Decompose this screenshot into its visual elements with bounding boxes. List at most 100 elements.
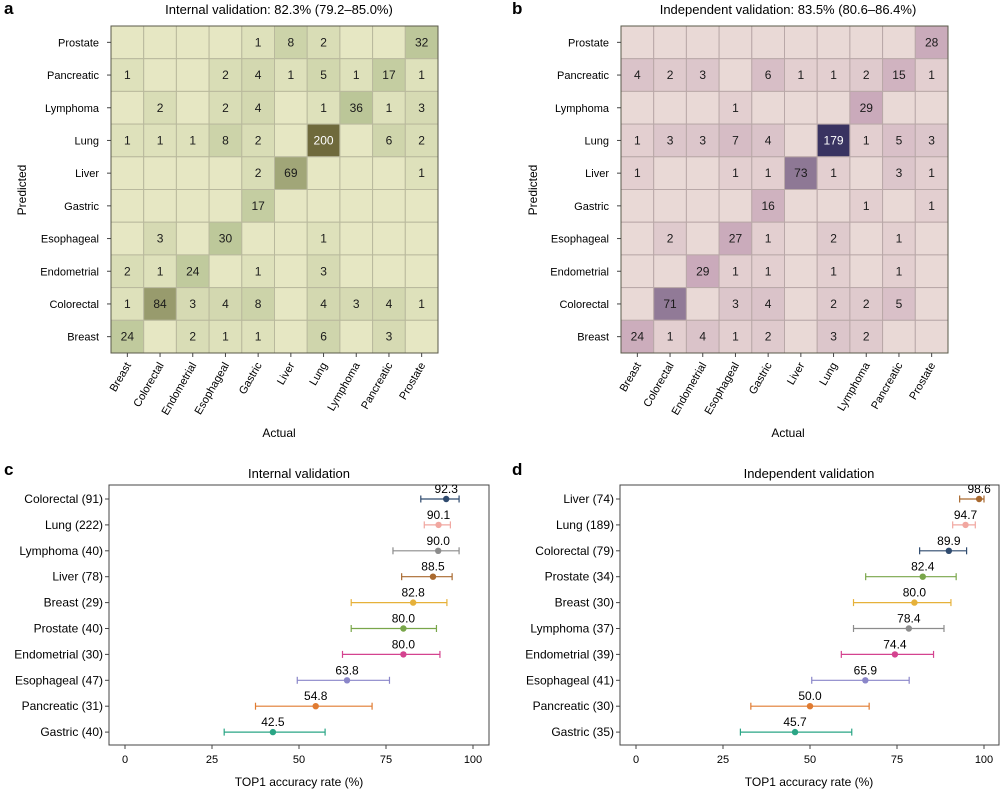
heatmap-cell [241, 189, 276, 223]
heatmap-cell [882, 189, 916, 223]
heatmap-cell-value: 84 [153, 297, 167, 311]
heatmap-cell [849, 189, 884, 223]
heatmap-cell-value: 1 [732, 264, 739, 278]
heatmap-cell-value: 2 [765, 330, 772, 344]
heatmap-cell [718, 25, 753, 60]
heatmap-cell-value: 1 [765, 232, 772, 246]
y-tick-label: Breast [67, 332, 99, 344]
heatmap-cell [914, 287, 949, 321]
confusion-matrix-independent: Independent validation: 83.5% (80.6–86.4… [526, 2, 949, 440]
heatmap-cell [110, 90, 145, 125]
y-tick-label: Endometrial [550, 266, 609, 278]
heatmap-cell-value: 32 [415, 35, 429, 49]
point-estimate [806, 703, 814, 710]
y-tick-label: Prostate [568, 37, 609, 49]
heatmap-cell [274, 123, 308, 158]
heatmap-cell-value: 3 [320, 264, 327, 278]
heatmap-cell [306, 90, 341, 125]
y-tick-label: Colorectal [49, 299, 99, 311]
x-tick-label: Lung [308, 361, 331, 388]
panel-letter-a: a [4, 0, 14, 18]
heatmap-cell-value: 1 [255, 330, 262, 344]
x-tick-label: Prostate [907, 361, 938, 402]
value-label: 92.3 [435, 482, 459, 496]
heatmap-cell [274, 156, 308, 191]
x-tick-label: 50 [293, 754, 305, 766]
heatmap-cell [306, 189, 341, 223]
forest-plot-independent: Independent validation Liver (74) 98.6 Lung… [525, 466, 1000, 789]
heatmap-cell-value: 1 [732, 101, 739, 115]
heatmap-cell [816, 189, 851, 223]
heatmap-cell [718, 254, 753, 289]
heatmap-cell [274, 221, 308, 256]
value-label: 42.5 [261, 715, 285, 729]
heatmap-cell [620, 221, 655, 256]
heatmap-cell-value: 4 [699, 330, 706, 344]
heatmap-cell [339, 189, 374, 223]
heatmap-cell-value: 24 [121, 330, 135, 344]
heatmap-cell-value: 1 [863, 199, 870, 213]
x-tick-label: Breast [618, 361, 644, 395]
heatmap-cell [718, 123, 753, 158]
heatmap-cell [751, 90, 785, 125]
heatmap-cell [339, 90, 374, 125]
heatmap-cell-value: 1 [320, 232, 327, 246]
heatmap-cell [110, 25, 145, 60]
heatmap-cell-value: 6 [765, 68, 772, 82]
y-tick-label: Lung [585, 135, 609, 147]
heatmap-cell-value: 8 [222, 133, 229, 147]
point-estimate [945, 547, 953, 554]
heatmap-cell-value: 2 [124, 264, 131, 278]
heatmap-cell [241, 221, 276, 256]
heatmap-cell [404, 287, 439, 321]
heatmap-cell-value: 3 [386, 330, 393, 344]
heatmap-cell-value: 29 [860, 101, 874, 115]
x-tick-label: Lymphoma [325, 360, 363, 414]
value-label: 82.4 [911, 560, 935, 574]
point-estimate [409, 599, 417, 606]
panel-letter-b: b [512, 0, 522, 18]
x-tick-label: 75 [380, 754, 392, 766]
point-estimate [911, 599, 918, 606]
heatmap-cell-value: 1 [830, 166, 837, 180]
heatmap-cell [914, 123, 949, 158]
category-label: Colorectal (79) [535, 544, 614, 558]
heatmap-cell [143, 156, 177, 191]
y-tick-label: Endometrial [40, 266, 99, 278]
category-label: Gastric (40) [40, 725, 103, 739]
heatmap-cell [914, 319, 949, 354]
heatmap-cell-value: 71 [663, 297, 677, 311]
heatmap-cell [208, 189, 243, 223]
category-label: Prostate (40) [34, 622, 103, 636]
heatmap-cell [882, 221, 916, 256]
heatmap-cell [620, 319, 655, 354]
x-tick-label: 75 [891, 754, 903, 766]
heatmap-cell [339, 221, 374, 256]
heatmap-cell [404, 319, 439, 354]
heatmap-cell-value: 15 [892, 68, 906, 82]
heatmap-cell-value: 3 [699, 68, 706, 82]
heatmap-cell-value: 1 [189, 133, 196, 147]
heatmap-cell [849, 58, 884, 92]
category-label: Breast (30) [555, 596, 614, 610]
heatmap-cell [816, 221, 851, 256]
heatmap-cell [175, 221, 210, 256]
x-tick-label: Lymphoma [835, 360, 873, 414]
heatmap-cell [372, 189, 406, 223]
heatmap-cell-value: 5 [896, 133, 903, 147]
value-label: 89.9 [937, 534, 961, 548]
heatmap-cell-value: 2 [255, 133, 262, 147]
heatmap-cell-value: 1 [418, 297, 425, 311]
heatmap-cell [404, 254, 439, 289]
heatmap-cell [208, 319, 243, 354]
heatmap-cell [784, 254, 818, 289]
heatmap-cell-value: 1 [288, 68, 295, 82]
x-tick-label: Esophageal [193, 361, 232, 417]
heatmap-cell [274, 25, 308, 60]
heatmap-cell [685, 90, 720, 125]
category-label: Liver (74) [563, 492, 614, 506]
value-label: 82.8 [401, 586, 425, 600]
heatmap-cell [914, 90, 949, 125]
heatmap-cell-value: 5 [896, 297, 903, 311]
heatmap-cell-value: 2 [222, 101, 229, 115]
